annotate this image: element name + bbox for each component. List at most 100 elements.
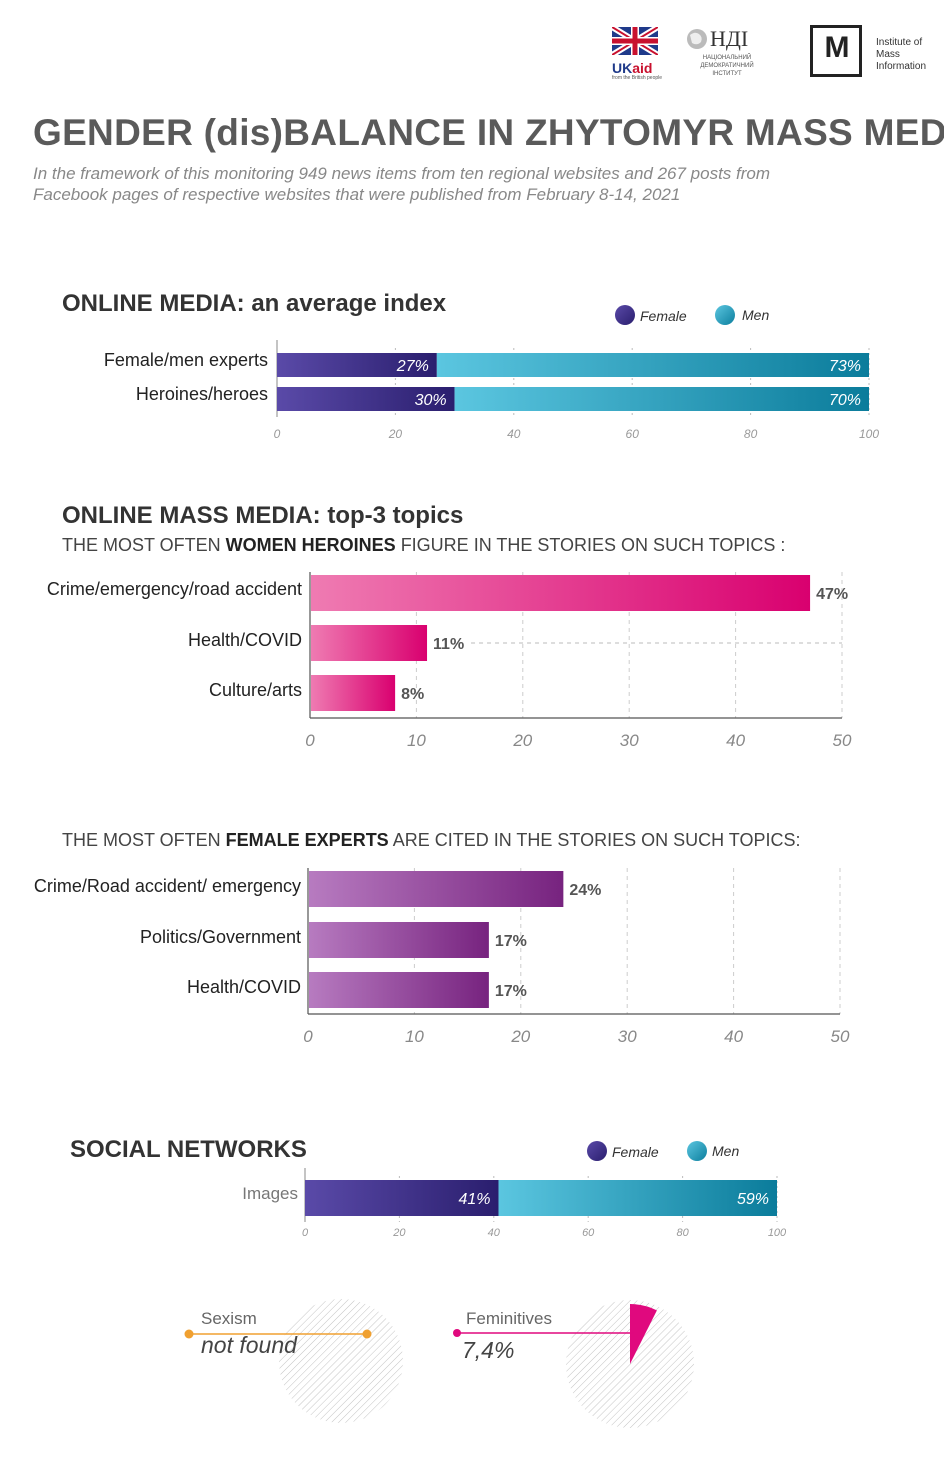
feminitives-leader-dot (453, 1329, 461, 1337)
x-tick-label: 10 (407, 731, 426, 750)
x-tick-label: 0 (274, 427, 281, 441)
sexism-leader-dot (184, 1329, 194, 1339)
female-value-label: 30% (415, 392, 447, 409)
x-tick-label: 20 (392, 1227, 406, 1239)
topic-value-label: 17% (495, 983, 527, 1000)
sub1-post: FIGURE IN THE STORIES ON SUCH TOPICS : (395, 535, 786, 555)
legend-men-dot (715, 305, 735, 325)
x-tick-label: 60 (582, 1227, 595, 1239)
topic-value-label: 8% (401, 686, 424, 703)
x-tick-label: 0 (305, 731, 315, 750)
top3-heading: ONLINE MASS MEDIA: top-3 topics (62, 502, 464, 529)
heroines-subheading: THE MOST OFTEN WOMEN HEROINES FIGURE IN … (62, 535, 785, 556)
chart1-category-label: Female/men experts (103, 350, 268, 370)
chart4-category-label: Images (242, 1184, 298, 1203)
sexism-leader-dot (362, 1329, 372, 1339)
chart3-category-label: Health/COVID (186, 977, 301, 997)
x-tick-label: 30 (618, 1027, 637, 1046)
x-tick-label: 50 (831, 1027, 850, 1046)
men-value-label: 70% (829, 392, 861, 409)
x-tick-label: 40 (724, 1027, 743, 1046)
x-tick-label: 20 (512, 731, 532, 750)
sexism-label: Sexism (201, 1309, 257, 1328)
average-index-chart: 0 20 40 60 80 100 27% 73% 30% 70% (274, 340, 879, 441)
legend-men-label: Men (712, 1143, 740, 1159)
x-tick-label: 80 (676, 1227, 689, 1239)
chart3-category-label: Politics/Government (139, 927, 301, 947)
female-value-label: 41% (458, 1191, 490, 1208)
x-tick-label: 100 (768, 1227, 787, 1239)
female-bar (277, 387, 455, 411)
uk-aid-tagline: from the British people (612, 75, 663, 81)
topic-bar (311, 575, 811, 611)
ndi-mark: НДІ (710, 26, 749, 51)
x-tick-label: 40 (488, 1227, 501, 1239)
x-tick-label: 0 (303, 1027, 313, 1046)
ndi-tagline: НАЦІОНАЛЬНИЙ ДЕМОКРАТИЧНИЙ ІНСТИТУТ (700, 55, 754, 77)
sub2-pre: THE MOST OFTEN (62, 830, 226, 850)
uk-aid-logo: UKaid from the British people (610, 24, 663, 81)
topic-bar (309, 871, 564, 907)
x-tick-label: 40 (726, 731, 745, 750)
sexism-value: not found (201, 1332, 297, 1358)
legend-men-label: Men (742, 307, 770, 323)
x-tick-label: 30 (620, 731, 639, 750)
experts-topics-chart: 0 10 20 30 40 50 24% 17% 17% (303, 868, 850, 1046)
topic-value-label: 47% (816, 586, 848, 603)
sub1-bold: WOMEN HEROINES (225, 535, 396, 555)
female-bar (305, 1180, 499, 1216)
x-tick-label: 40 (507, 427, 521, 441)
men-value-label: 73% (829, 358, 861, 375)
topic-value-label: 11% (433, 636, 464, 653)
feminitives-value: 7,4% (462, 1337, 515, 1363)
legend-female-dot (587, 1141, 607, 1161)
chart3-category-label: Crime/Road accident/ emergency (33, 876, 301, 896)
page-subtitle-line1: In the framework of this monitoring 949 … (33, 164, 771, 183)
uk-aid-mark-2: aid (632, 60, 653, 76)
men-bar (454, 387, 869, 411)
legend-female-dot (615, 305, 635, 325)
female-value-label: 27% (396, 358, 429, 375)
social-images-chart: 0 20 40 60 80 100 41% 59% (302, 1168, 787, 1239)
men-bar (436, 353, 869, 377)
chart2-category-label: Culture/arts (208, 680, 302, 700)
x-tick-label: 20 (510, 1027, 530, 1046)
legend-female-label: Female (640, 308, 687, 324)
topic-value-label: 17% (495, 933, 527, 950)
x-tick-label: 100 (859, 427, 879, 441)
imi-name: Institute of Mass Information (876, 37, 927, 72)
female-bar (277, 353, 437, 377)
sub2-post: ARE CITED IN THE STORIES ON SUCH TOPICS: (388, 830, 801, 850)
page-subtitle-line2: Facebook pages of respective websites th… (33, 185, 681, 204)
imi-mark: M (824, 31, 850, 64)
online-media-heading: ONLINE MEDIA: an average index (62, 290, 447, 317)
men-value-label: 59% (737, 1191, 769, 1208)
x-tick-label: 0 (302, 1227, 309, 1239)
x-tick-label: 10 (405, 1027, 424, 1046)
topic-bar (309, 922, 489, 958)
imi-mark-box: M (810, 25, 862, 77)
sub1-pre: THE MOST OFTEN (62, 535, 226, 555)
sub2-bold: FEMALE EXPERTS (225, 830, 389, 850)
men-bar (498, 1180, 777, 1216)
social-networks-heading: SOCIAL NETWORKS (70, 1136, 307, 1163)
x-tick-label: 20 (388, 427, 403, 441)
page-title: GENDER (dis)BALANCE IN ZHYTOMYR MASS MED… (33, 112, 944, 153)
experts-subheading: THE MOST OFTEN FEMALE EXPERTS ARE CITED … (62, 830, 800, 851)
uk-aid-mark-1: UK (612, 60, 633, 76)
feminitives-label: Feminitives (466, 1309, 552, 1328)
heroines-topics-chart: 0 10 20 30 40 50 47% 11% 8% (305, 572, 852, 750)
chart2-category-label: Health/COVID (187, 630, 302, 650)
globe-icon (687, 29, 707, 49)
chart2-category-label: Crime/emergency/road accident (46, 579, 302, 599)
imi-logo: M Institute of Mass Information (810, 25, 935, 83)
sexism-pie (279, 1299, 403, 1423)
chart1-category-label: Heroines/heroes (135, 384, 268, 404)
feminitives-slice (630, 1304, 657, 1364)
ndi-logo: НДІ НАЦІОНАЛЬНИЙ ДЕМОКРАТИЧНИЙ ІНСТИТУТ (686, 26, 764, 80)
x-tick-label: 50 (833, 731, 852, 750)
topic-bar (311, 625, 428, 661)
legend-female-label: Female (612, 1144, 659, 1160)
x-tick-label: 80 (744, 427, 758, 441)
